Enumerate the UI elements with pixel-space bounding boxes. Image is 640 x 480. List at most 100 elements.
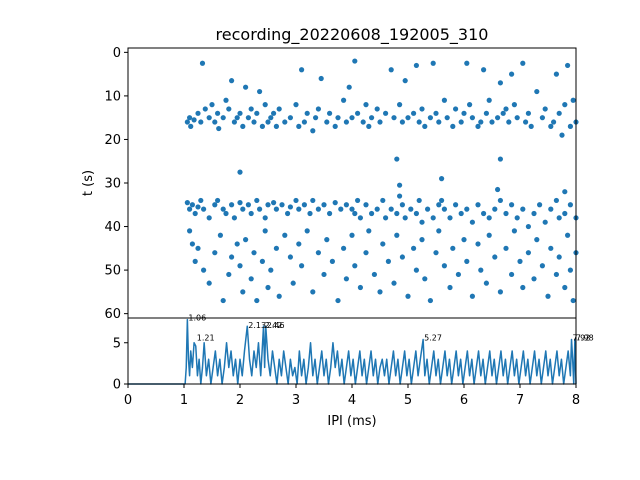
- ipi-y-tick-label: 0: [113, 378, 121, 393]
- raster-point: [237, 169, 243, 175]
- raster-point: [495, 115, 501, 121]
- raster-point: [492, 206, 498, 212]
- raster-point: [310, 289, 316, 295]
- ipi-x-tick-label: 8: [572, 393, 580, 408]
- raster-point: [234, 115, 240, 121]
- ipi-x-tick-label: 3: [292, 393, 300, 408]
- raster-point: [441, 97, 447, 103]
- raster-point: [430, 60, 436, 66]
- raster-point: [216, 125, 222, 132]
- raster-point: [195, 204, 201, 210]
- ipi-y-tick-label: 5: [113, 336, 121, 351]
- raster-point: [475, 123, 481, 129]
- raster-point: [537, 202, 543, 208]
- raster-point: [469, 115, 475, 121]
- raster-point: [366, 123, 372, 129]
- raster-point: [483, 110, 489, 116]
- raster-point: [567, 123, 574, 129]
- raster-point: [391, 280, 397, 286]
- raster-point: [514, 215, 520, 221]
- raster-point: [419, 237, 425, 243]
- raster-point: [525, 223, 532, 230]
- raster-point: [276, 106, 282, 112]
- raster-point: [349, 115, 355, 121]
- raster-point: [363, 250, 369, 256]
- ipi-x-ticks: 0 1 2 3 4 5 6 7 8: [124, 384, 580, 408]
- peak-annotation: 2.42: [265, 321, 283, 330]
- raster-point: [481, 210, 487, 217]
- raster-point: [553, 71, 560, 77]
- spike-raster-panel: 0 10 20 30 40 50 60 t (s): [81, 46, 579, 322]
- raster-point: [416, 197, 422, 204]
- raster-point: [483, 280, 489, 286]
- raster-point: [369, 210, 375, 217]
- raster-point: [231, 215, 237, 221]
- raster-point: [422, 276, 428, 282]
- raster-point: [198, 119, 204, 125]
- raster-y-tick-label: 40: [104, 220, 121, 235]
- raster-point: [570, 297, 576, 304]
- raster-frame: [127, 47, 577, 319]
- raster-point: [318, 75, 324, 82]
- raster-point: [556, 215, 562, 221]
- raster-point: [419, 106, 425, 112]
- raster-point: [254, 110, 260, 116]
- raster-point: [380, 241, 386, 247]
- raster-y-tick-label: 50: [104, 264, 121, 279]
- raster-point: [324, 237, 330, 243]
- raster-point: [556, 110, 562, 116]
- raster-point: [567, 267, 574, 273]
- raster-point: [352, 58, 358, 64]
- raster-point: [439, 176, 445, 182]
- raster-point: [439, 197, 445, 204]
- raster-point: [430, 215, 436, 221]
- raster-point: [188, 123, 194, 129]
- raster-point: [217, 232, 223, 238]
- raster-point: [223, 210, 229, 217]
- raster-point: [506, 119, 512, 125]
- raster-point: [427, 115, 433, 121]
- raster-point: [399, 254, 405, 260]
- raster-point: [268, 267, 274, 273]
- raster-point: [464, 206, 470, 212]
- peak-annotation: 1.21: [197, 333, 215, 342]
- raster-point: [299, 263, 305, 269]
- raster-point: [220, 115, 226, 121]
- raster-y-tick-label: 0: [113, 46, 121, 61]
- raster-point: [467, 102, 473, 108]
- raster-point: [231, 119, 237, 125]
- raster-point: [461, 237, 467, 243]
- raster-point: [226, 271, 232, 278]
- raster-point: [240, 206, 246, 212]
- raster-point: [212, 250, 218, 256]
- raster-point: [279, 202, 285, 208]
- raster-point: [520, 60, 526, 66]
- raster-point: [481, 67, 487, 73]
- chart-title: recording_20220608_192005_310: [216, 25, 489, 45]
- raster-point: [551, 119, 557, 125]
- raster-point: [397, 182, 403, 188]
- raster-y-tick-label: 10: [104, 89, 121, 104]
- raster-point: [408, 206, 414, 212]
- raster-point: [229, 254, 235, 260]
- raster-point: [444, 115, 450, 121]
- raster-point: [315, 206, 321, 212]
- raster-point: [486, 215, 492, 221]
- raster-point: [383, 215, 389, 221]
- raster-point: [206, 215, 212, 221]
- raster-point: [248, 276, 254, 282]
- raster-point: [287, 204, 293, 210]
- raster-point: [500, 110, 506, 116]
- peak-annotation: 5.27: [424, 333, 442, 342]
- raster-y-tick-label: 60: [104, 307, 121, 322]
- raster-point: [427, 297, 433, 304]
- raster-point: [248, 106, 254, 112]
- raster-point: [436, 119, 442, 125]
- raster-point: [293, 197, 299, 204]
- raster-point: [391, 115, 397, 121]
- raster-point: [497, 80, 503, 86]
- raster-point: [254, 297, 260, 304]
- raster-point: [525, 110, 532, 116]
